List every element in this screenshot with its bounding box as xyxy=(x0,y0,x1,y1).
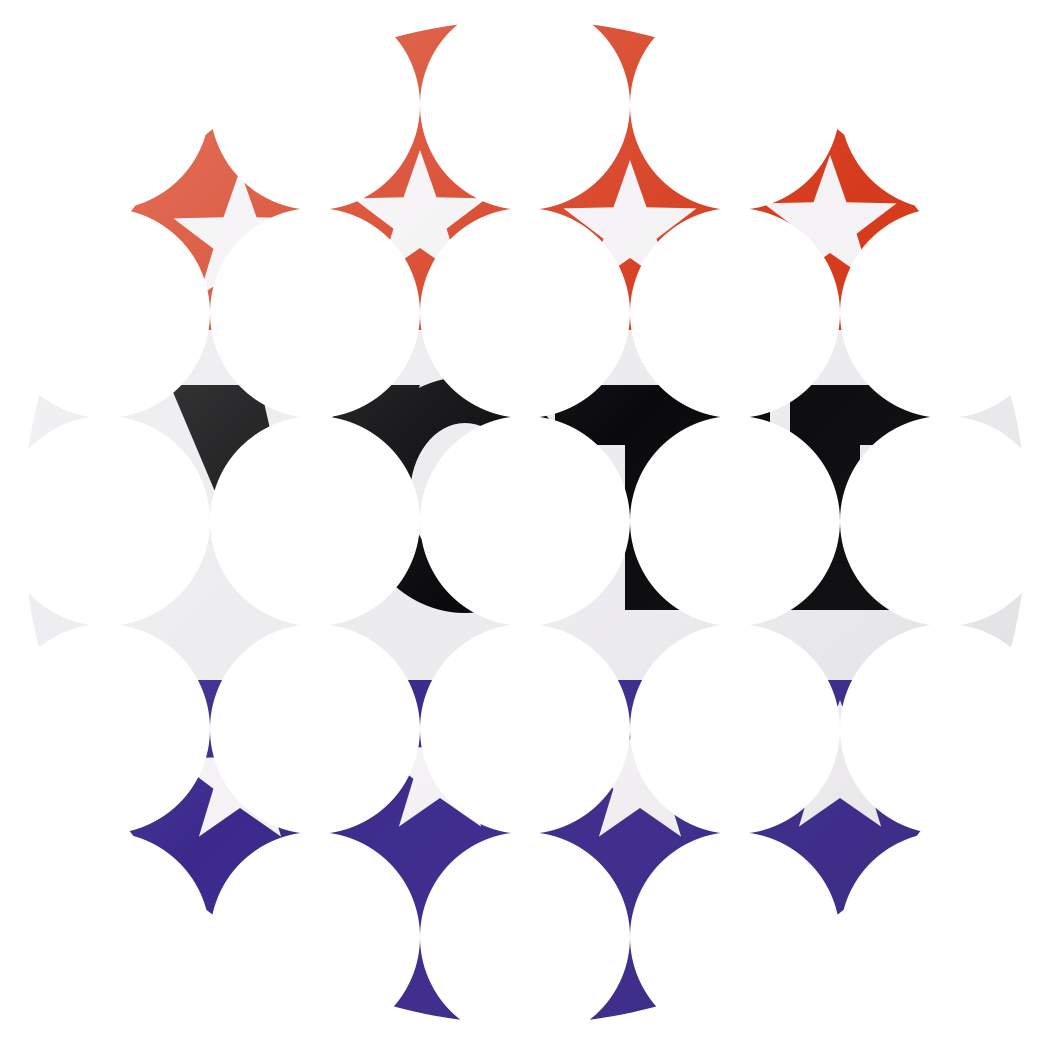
mask-circle xyxy=(630,0,840,210)
mask-circle xyxy=(840,624,1050,834)
mask-circle xyxy=(630,208,840,418)
mask-circle xyxy=(840,416,1050,626)
mask-circle xyxy=(840,208,1050,418)
mask-circle xyxy=(210,832,420,1042)
mask-circle xyxy=(420,208,630,418)
mask-circle xyxy=(420,0,630,210)
mask-circle xyxy=(0,416,210,626)
mask-circle xyxy=(0,832,210,1042)
mask-circle xyxy=(210,416,420,626)
mask-circle xyxy=(840,0,1050,210)
mask-circle xyxy=(420,624,630,834)
mask-circle xyxy=(630,832,840,1042)
mask-circle xyxy=(0,0,210,210)
mask-circle xyxy=(630,416,840,626)
mask-circle xyxy=(210,624,420,834)
mask-circle xyxy=(420,832,630,1042)
mask-circle xyxy=(0,624,210,834)
mask-circle xyxy=(0,208,210,418)
mask-circle xyxy=(420,416,630,626)
mask-circle xyxy=(210,0,420,210)
mask-circle xyxy=(840,832,1050,1042)
mask-circle xyxy=(210,208,420,418)
mask-circle xyxy=(630,624,840,834)
